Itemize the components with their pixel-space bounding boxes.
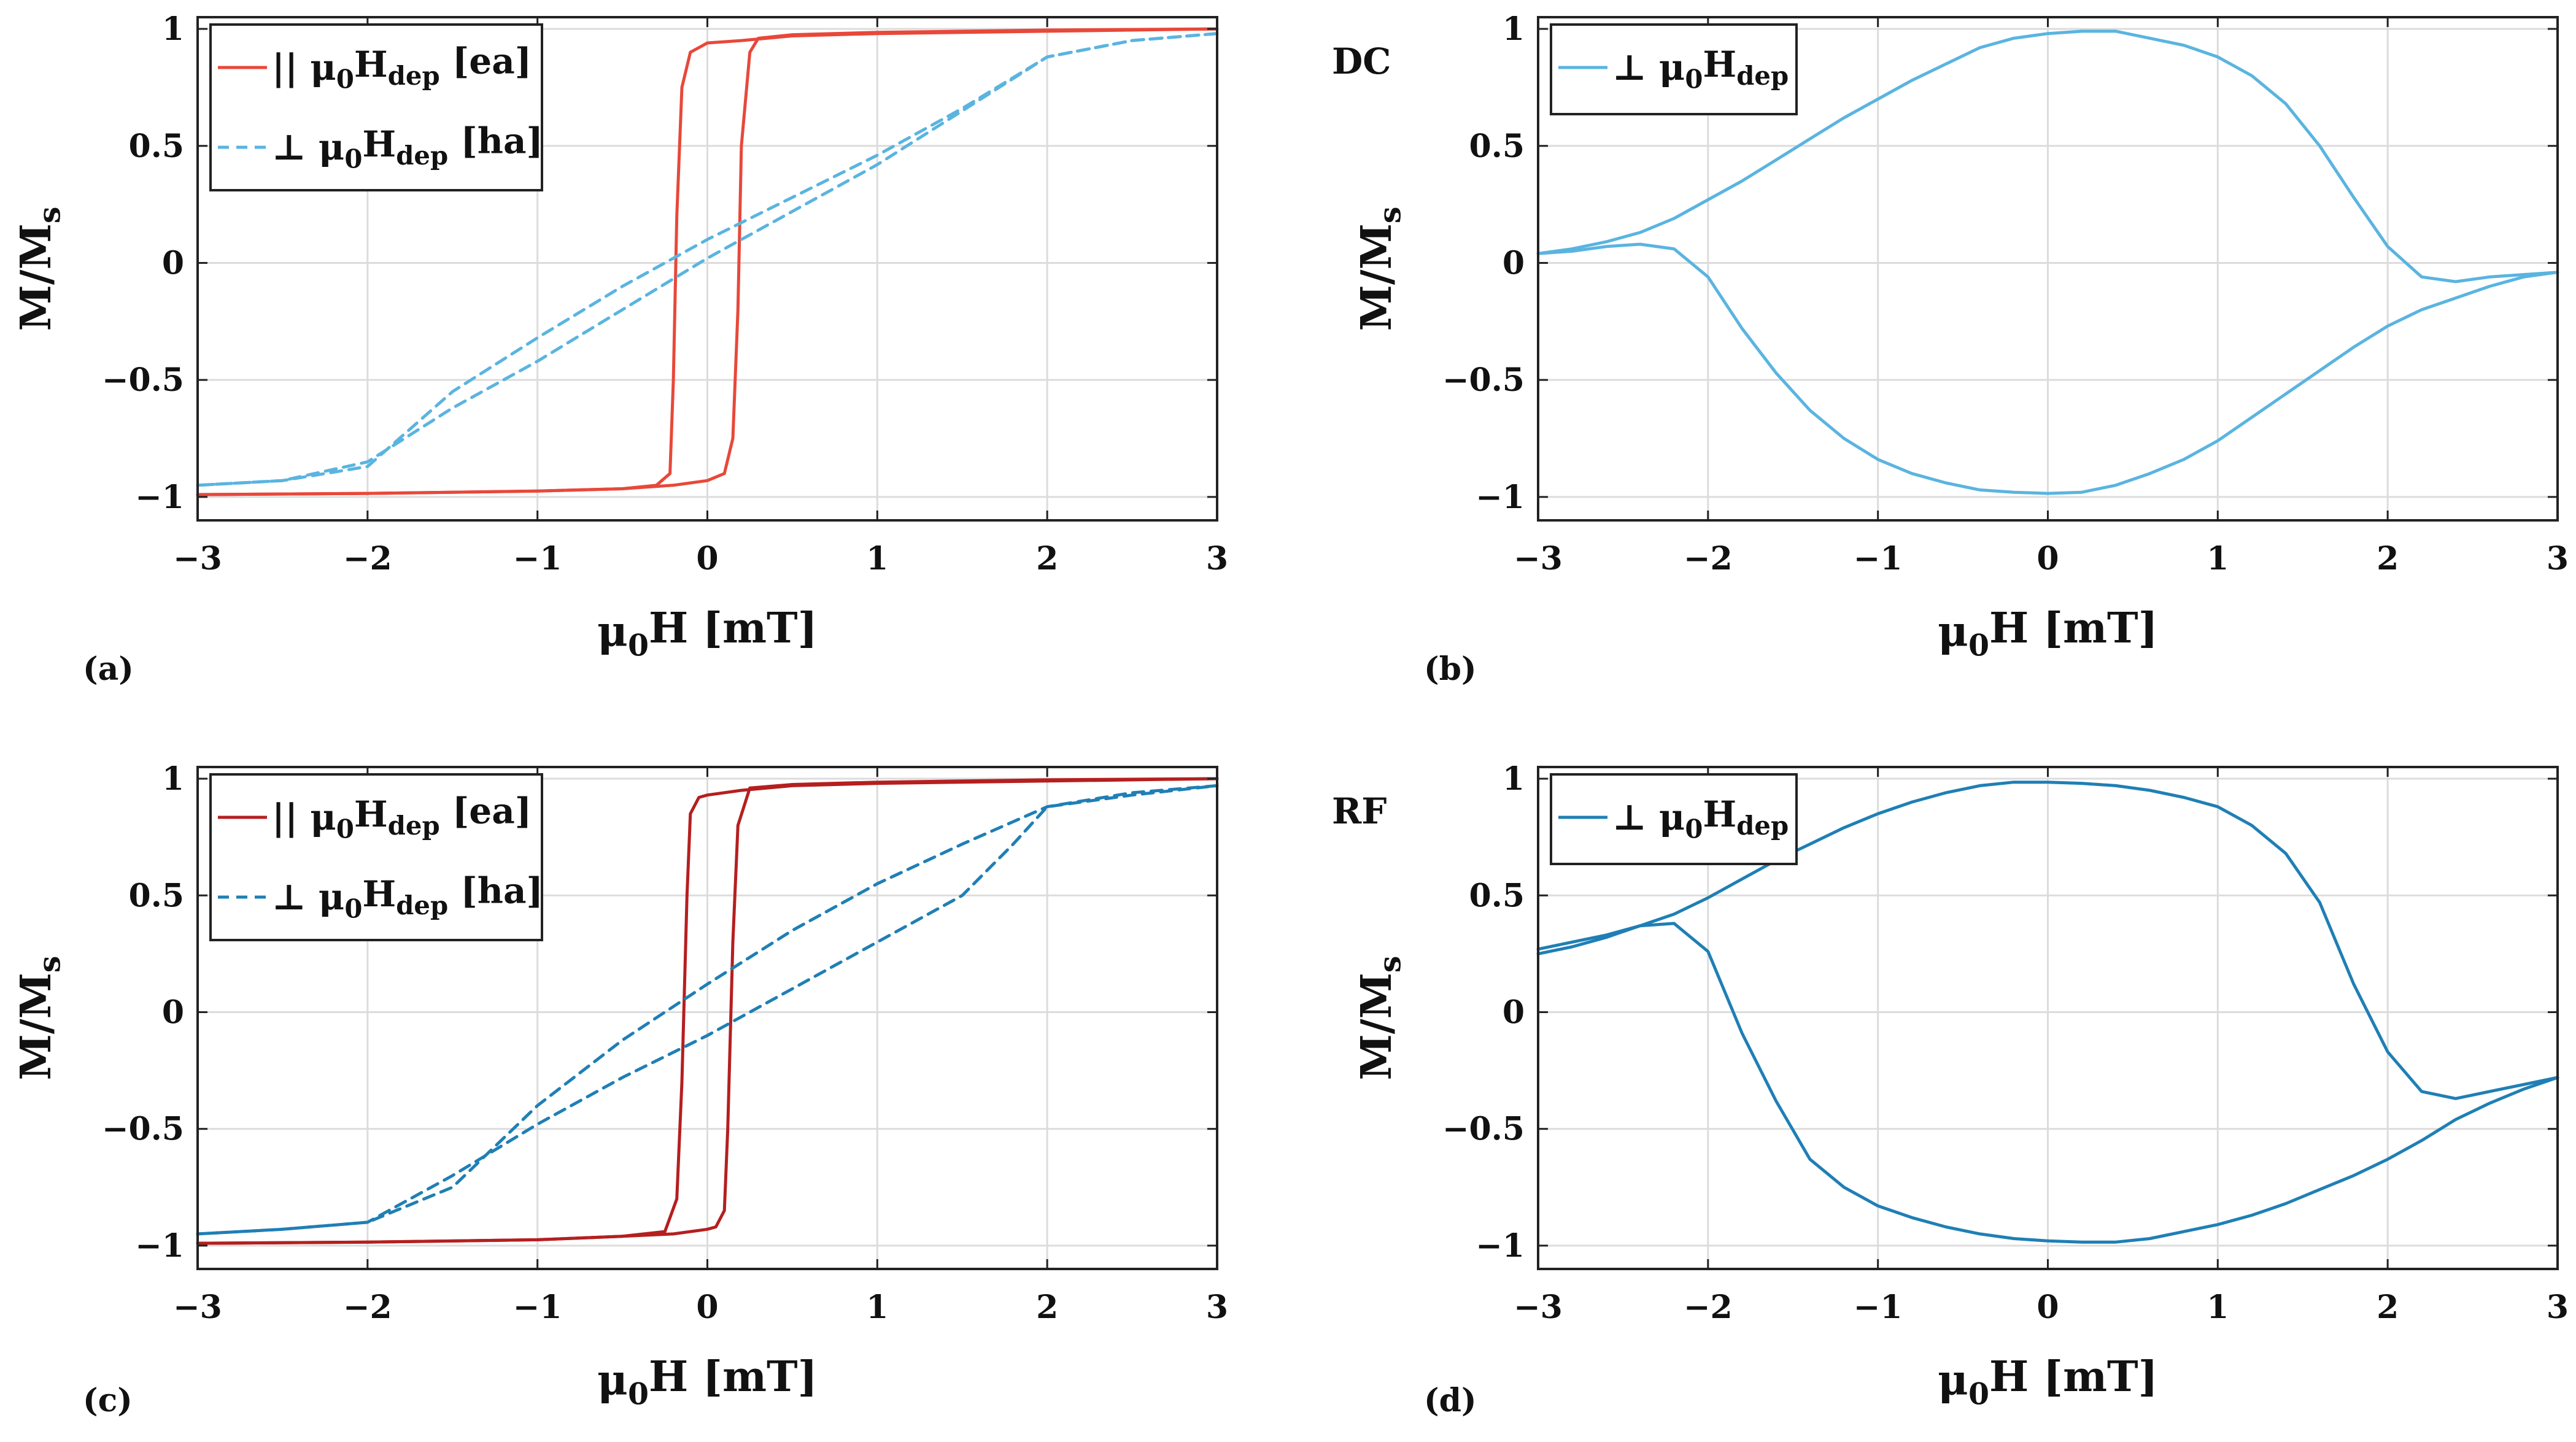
x-tick-label: −1 <box>1854 540 1903 577</box>
legend-label: ⊥ μ0Hdep [ha] <box>272 870 543 924</box>
x-tick-label: 1 <box>866 540 888 577</box>
x-tick-label: −1 <box>513 540 562 577</box>
series-line <box>1536 781 2559 1100</box>
y-tick-label: −1 <box>1476 479 1525 516</box>
x-tick-label: −3 <box>1514 1289 1563 1326</box>
series-line <box>196 784 1219 1236</box>
x-tick-label: 0 <box>696 1289 718 1326</box>
y-tick-label: −0.5 <box>102 361 184 399</box>
y-tick-label: 1 <box>162 760 184 798</box>
y-tick-label: −0.5 <box>102 1111 184 1148</box>
panel-label: (c) <box>83 1382 133 1419</box>
x-tick-label: 3 <box>2547 540 2569 577</box>
side-tag: DC <box>1332 40 1391 82</box>
x-tick-label: 2 <box>1036 540 1058 577</box>
legend-box <box>209 23 543 191</box>
y-tick-label: 0 <box>1503 244 1525 282</box>
y-tick-label: −0.5 <box>1442 1111 1525 1148</box>
x-tick-label: 2 <box>1036 1289 1058 1326</box>
x-tick-label: 1 <box>866 1289 888 1326</box>
legend: || μ0Hdep [ea] ⊥ μ0Hdep [ha] <box>209 773 543 941</box>
legend-box <box>209 773 543 941</box>
y-axis-title: M/Ms <box>1352 956 1408 1081</box>
x-tick-label: −3 <box>173 1289 222 1326</box>
x-tick-label: 0 <box>2036 1289 2059 1326</box>
legend-label: || μ0Hdep [ea] <box>272 40 532 94</box>
x-tick-label: −1 <box>513 1289 562 1326</box>
legend: ⊥ μ0Hdep <box>1550 773 1798 865</box>
y-tick-label: 0.5 <box>129 877 184 914</box>
legend-label: ⊥ μ0Hdep <box>1612 44 1789 94</box>
y-tick-label: 0.5 <box>129 128 184 165</box>
y-tick-label: 0.5 <box>1469 877 1525 914</box>
legend: || μ0Hdep [ea] ⊥ μ0Hdep [ha] <box>209 23 543 191</box>
x-tick-label: −1 <box>1854 1289 1903 1326</box>
chart-panel-3: −3 −2 −1 0 1 2 3 −1 −0.5 0 0.5 1 μ0H [mT] M/Ms ⊥ μ0Hde… <box>1332 760 2569 1419</box>
legend: ⊥ μ0Hdep <box>1550 23 1798 115</box>
panel-label: (a) <box>83 650 134 688</box>
x-tick-label: 0 <box>2036 540 2059 577</box>
y-tick-label: 0.5 <box>1469 128 1525 165</box>
x-axis-title: μ0H [mT] <box>597 604 818 663</box>
y-tick-label: −1 <box>1476 1227 1525 1265</box>
panel-label: (d) <box>1424 1382 1477 1419</box>
series-line <box>196 784 1219 1236</box>
x-axis-title: μ0H [mT] <box>1938 1352 2158 1412</box>
side-tag: RF <box>1332 790 1387 832</box>
x-tick-label: −2 <box>343 1289 392 1326</box>
chart-panel-0: −3 −2 −1 0 1 2 3 −1 −0.5 0 0.5 1 μ0H [mT] M/Ms || μ0Hd… <box>12 10 1228 688</box>
y-tick-label: 0 <box>162 993 184 1031</box>
x-tick-label: 2 <box>2377 540 2399 577</box>
legend-label: ⊥ μ0Hdep <box>1612 793 1789 844</box>
x-axis-title: μ0H [mT] <box>1938 604 2158 663</box>
panel-label: (b) <box>1424 650 1477 688</box>
x-tick-label: −2 <box>343 540 392 577</box>
x-tick-label: 3 <box>2547 1289 2569 1326</box>
x-tick-label: 1 <box>2207 540 2229 577</box>
y-tick-label: 1 <box>1503 760 1525 798</box>
x-tick-label: −2 <box>1684 540 1733 577</box>
legend-label: ⊥ μ0Hdep [ha] <box>272 120 543 174</box>
y-tick-label: 1 <box>162 10 184 48</box>
x-tick-label: 1 <box>2207 1289 2229 1326</box>
x-axis-title: μ0H [mT] <box>597 1352 818 1412</box>
x-tick-label: 3 <box>1206 540 1228 577</box>
legend-box <box>1550 23 1798 115</box>
y-axis-title: M/Ms <box>12 207 68 331</box>
y-tick-label: −1 <box>135 1227 184 1265</box>
legend-label: || μ0Hdep [ea] <box>272 790 532 844</box>
series-line <box>1536 242 2559 495</box>
y-tick-label: 0 <box>1503 993 1525 1031</box>
x-tick-label: −3 <box>173 540 222 577</box>
series-line <box>196 777 1219 1245</box>
chart-panel-2: −3 −2 −1 0 1 2 3 −1 −0.5 0 0.5 1 μ0H [mT] M/Ms || μ0Hd… <box>12 760 1228 1419</box>
y-tick-label: −0.5 <box>1442 361 1525 399</box>
series-line <box>1536 922 2559 1244</box>
y-axis-title: M/Ms <box>12 956 68 1081</box>
y-tick-label: −1 <box>135 479 184 516</box>
series-line <box>196 32 1219 487</box>
series-line <box>196 27 1219 496</box>
y-tick-label: 1 <box>1503 10 1525 48</box>
x-tick-label: 0 <box>696 540 718 577</box>
x-tick-label: 3 <box>1206 1289 1228 1326</box>
x-tick-label: 2 <box>2377 1289 2399 1326</box>
chart-panel-1: −3 −2 −1 0 1 2 3 −1 −0.5 0 0.5 1 μ0H [mT] M/Ms ⊥ μ0Hde… <box>1332 10 2569 688</box>
legend-box <box>1550 773 1798 865</box>
x-tick-label: −2 <box>1684 1289 1733 1326</box>
x-tick-label: −3 <box>1514 540 1563 577</box>
y-axis-title: M/Ms <box>1352 207 1408 331</box>
series-line <box>1536 29 2559 283</box>
y-tick-label: 0 <box>162 244 184 282</box>
